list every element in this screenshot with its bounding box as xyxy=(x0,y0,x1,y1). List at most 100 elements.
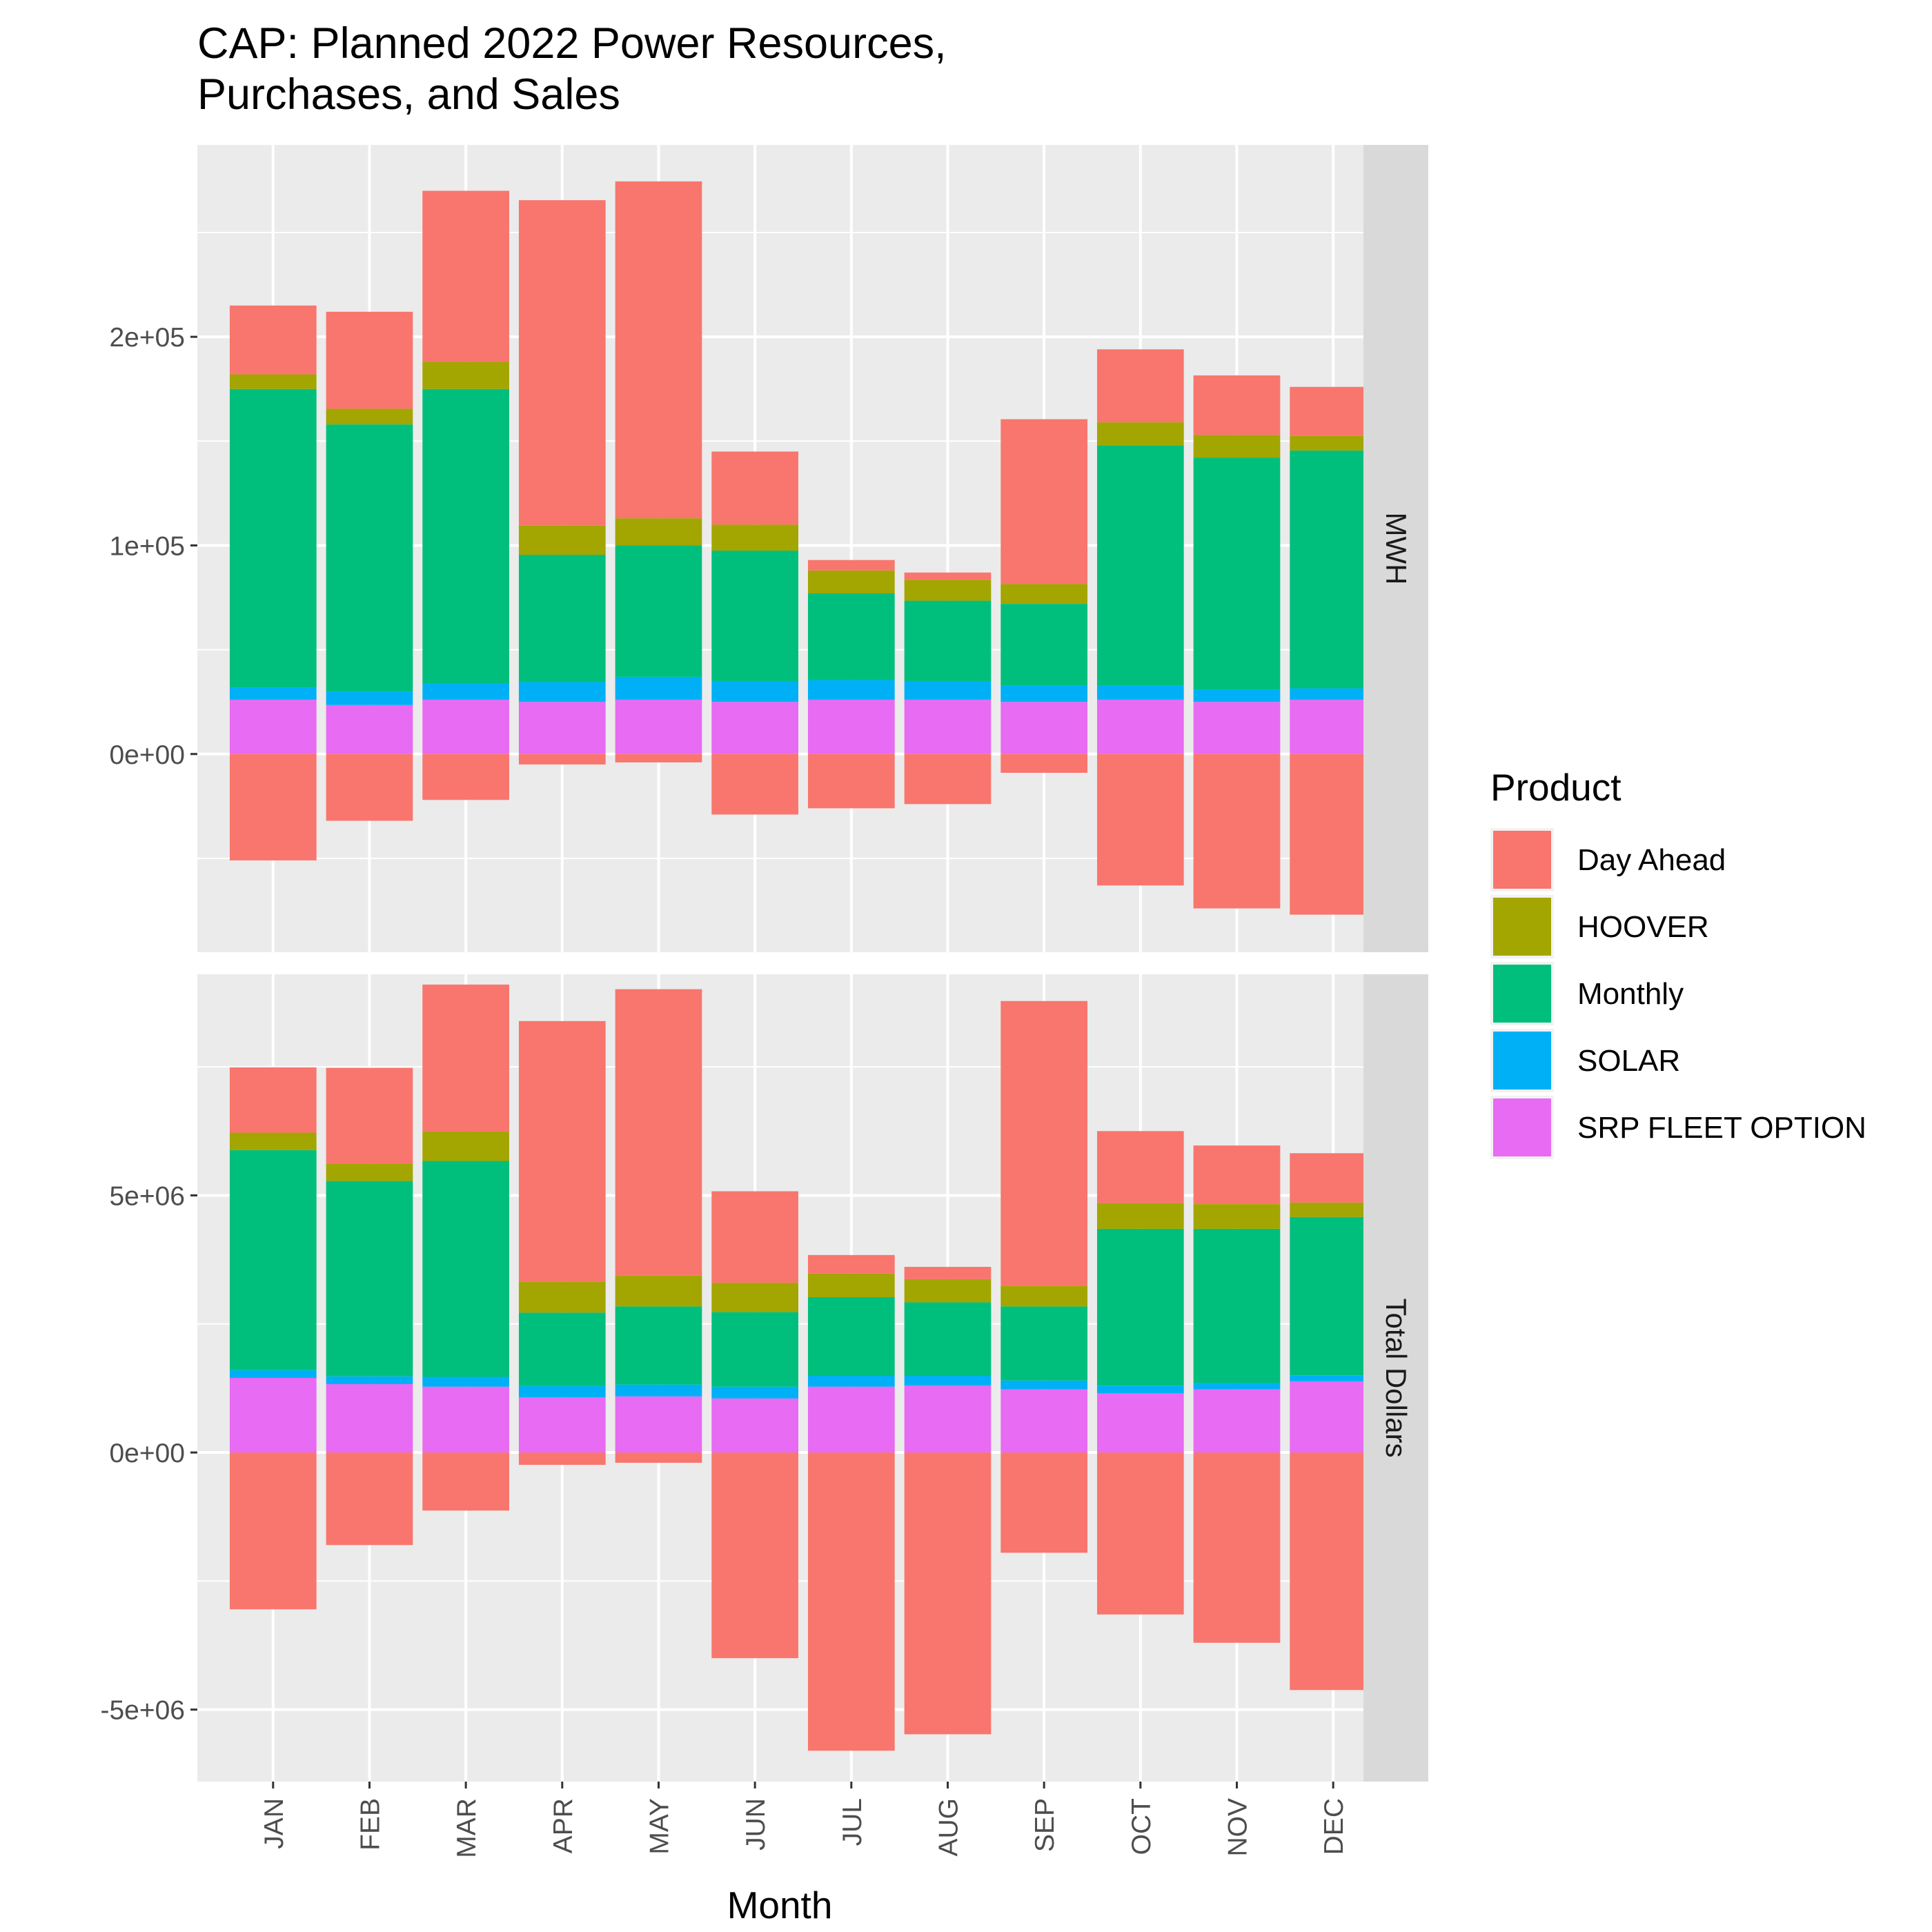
bar-srp-fleet-option-aug xyxy=(904,1386,992,1453)
x-tick-label: OCT xyxy=(1127,1798,1156,1855)
bar-solar-aug xyxy=(904,1376,992,1386)
bar-monthly-may xyxy=(615,545,702,677)
bar-day-ahead-sales-sep xyxy=(1000,753,1088,773)
bar-day-ahead-sales-may xyxy=(615,753,702,762)
facet-panel-0: 0e+00 1e+05 2e+05 MWH xyxy=(109,145,1428,952)
bar-srp-fleet-option-jan xyxy=(229,700,317,754)
bar-hoover-jun xyxy=(711,1283,798,1312)
bar-srp-fleet-option-sep xyxy=(1000,702,1088,754)
legend-label: SRP FLEET OPTION xyxy=(1577,1111,1866,1145)
bar-day-ahead-jul xyxy=(807,1254,895,1274)
x-tick-label: JUN xyxy=(741,1798,771,1851)
y-tick-label: 0e+00 xyxy=(109,740,185,770)
bar-monthly-oct xyxy=(1096,1228,1184,1386)
bar-day-ahead-jun xyxy=(711,451,798,525)
bar-day-ahead-sales-aug xyxy=(904,1452,992,1735)
bar-hoover-mar xyxy=(422,362,509,389)
bar-srp-fleet-option-oct xyxy=(1096,700,1184,754)
bar-hoover-nov xyxy=(1193,1204,1281,1229)
x-tick-label: NOV xyxy=(1223,1798,1252,1857)
x-tick-label: MAY xyxy=(644,1798,674,1855)
bar-day-ahead-sales-jun xyxy=(711,1452,798,1659)
legend-swatch xyxy=(1493,831,1551,889)
bar-monthly-feb xyxy=(326,1181,413,1377)
bar-solar-jul xyxy=(807,680,895,700)
bar-srp-fleet-option-nov xyxy=(1193,702,1281,754)
bar-day-ahead-sales-apr xyxy=(518,753,606,765)
bar-monthly-sep xyxy=(1000,604,1088,686)
legend-swatch xyxy=(1493,1032,1551,1090)
bar-day-ahead-nov xyxy=(1193,375,1281,435)
bar-day-ahead-sales-mar xyxy=(422,1452,509,1511)
y-tick-label: 0e+00 xyxy=(109,1439,185,1468)
bar-hoover-jun xyxy=(711,524,798,551)
bar-hoover-may xyxy=(615,518,702,546)
bar-solar-apr xyxy=(518,1386,606,1398)
facet-panel-1: -5e+06 0e+00 5e+06 Total Dollars xyxy=(100,974,1428,1782)
bar-day-ahead-aug xyxy=(904,1267,992,1279)
bar-day-ahead-sales-feb xyxy=(326,753,413,821)
bar-hoover-sep xyxy=(1000,1285,1088,1307)
bar-srp-fleet-option-feb xyxy=(326,704,413,754)
bar-day-ahead-sales-feb xyxy=(326,1452,413,1546)
bar-day-ahead-jan xyxy=(229,1067,317,1133)
bar-day-ahead-sales-apr xyxy=(518,1452,606,1465)
bar-day-ahead-sales-nov xyxy=(1193,753,1281,909)
bar-monthly-oct xyxy=(1096,445,1184,686)
bar-solar-may xyxy=(615,676,702,700)
x-tick-label: MAR xyxy=(452,1798,482,1858)
bar-srp-fleet-option-mar xyxy=(422,1386,509,1453)
bar-solar-mar xyxy=(422,683,509,700)
bar-solar-jan xyxy=(229,687,317,700)
bar-day-ahead-oct xyxy=(1096,1131,1184,1203)
bar-monthly-jul xyxy=(807,593,895,680)
y-tick-label: -5e+06 xyxy=(100,1696,185,1726)
bar-solar-nov xyxy=(1193,1383,1281,1390)
bar-hoover-feb xyxy=(326,1163,413,1181)
bar-day-ahead-sep xyxy=(1000,1000,1088,1286)
bar-hoover-nov xyxy=(1193,435,1281,458)
bar-srp-fleet-option-jun xyxy=(711,702,798,754)
bar-solar-jul xyxy=(807,1376,895,1387)
bar-monthly-mar xyxy=(422,1161,509,1377)
bar-srp-fleet-option-feb xyxy=(326,1383,413,1453)
legend-title: Product xyxy=(1490,766,1621,809)
bar-day-ahead-jun xyxy=(711,1191,798,1283)
bar-monthly-apr xyxy=(518,555,606,682)
bar-day-ahead-nov xyxy=(1193,1145,1281,1205)
bar-day-ahead-mar xyxy=(422,984,509,1132)
bar-hoover-apr xyxy=(518,525,606,555)
bar-srp-fleet-option-dec xyxy=(1290,700,1377,754)
bar-hoover-dec xyxy=(1290,435,1377,451)
bar-day-ahead-may xyxy=(615,181,702,519)
bar-monthly-apr xyxy=(518,1312,606,1386)
y-tick-label: 2e+05 xyxy=(109,323,185,353)
bar-hoover-jul xyxy=(807,1273,895,1297)
x-tick-label: SEP xyxy=(1030,1798,1060,1852)
bar-monthly-dec xyxy=(1290,450,1377,689)
legend-swatch xyxy=(1493,965,1551,1023)
bar-day-ahead-sales-nov xyxy=(1193,1452,1281,1643)
bar-hoover-jan xyxy=(229,374,317,389)
bar-srp-fleet-option-jan xyxy=(229,1378,317,1453)
y-tick-label: 5e+06 xyxy=(109,1181,185,1211)
bar-monthly-jul xyxy=(807,1297,895,1377)
chart-title: CAP: Planned 2022 Power Resources, xyxy=(197,19,947,68)
legend-swatch xyxy=(1493,898,1551,956)
facet-strip-label: MWH xyxy=(1380,513,1412,585)
bar-monthly-dec xyxy=(1290,1216,1377,1376)
bar-srp-fleet-option-sep xyxy=(1000,1389,1088,1453)
bar-day-ahead-sales-oct xyxy=(1096,1452,1184,1615)
bar-day-ahead-may xyxy=(615,989,702,1276)
bar-monthly-jan xyxy=(229,1150,317,1370)
bar-day-ahead-sales-jan xyxy=(229,753,317,860)
bar-srp-fleet-option-apr xyxy=(518,702,606,754)
bar-hoover-jan xyxy=(229,1132,317,1150)
bar-day-ahead-sales-may xyxy=(615,1452,702,1463)
bar-hoover-jul xyxy=(807,570,895,593)
bar-solar-oct xyxy=(1096,1386,1184,1394)
bar-solar-dec xyxy=(1290,688,1377,700)
bar-monthly-feb xyxy=(326,424,413,692)
bar-solar-jan xyxy=(229,1370,317,1378)
bar-solar-jun xyxy=(711,1386,798,1399)
